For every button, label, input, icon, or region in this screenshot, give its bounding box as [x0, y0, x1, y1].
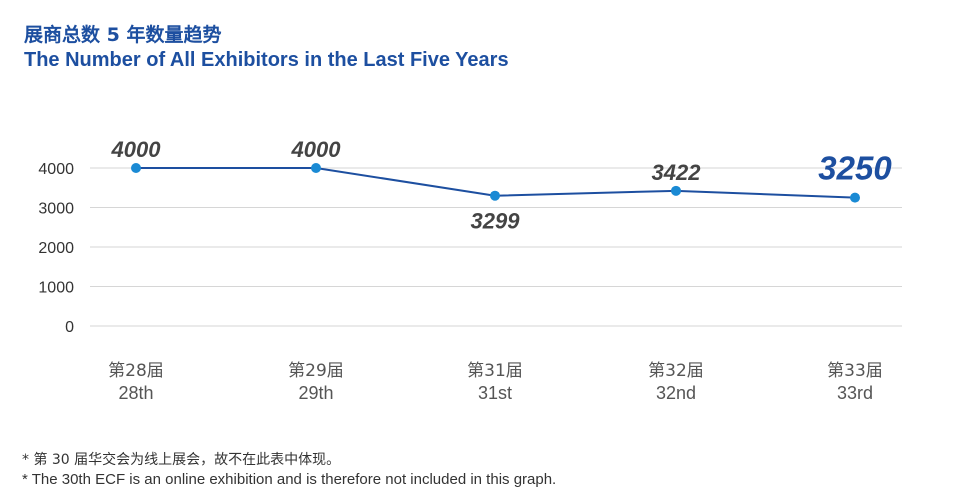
footnotes: * 第 30 届华交会为线上展会，故不在此表中体现。 * The 30th EC… — [22, 451, 556, 489]
y-tick-label: 0 — [65, 319, 74, 336]
x-tick-label-en: 29th — [298, 383, 333, 403]
footnote-en: * The 30th ECF is an online exhibition a… — [22, 471, 557, 488]
data-label: 3299 — [471, 209, 521, 234]
y-tick-label: 1000 — [38, 280, 74, 297]
footnote-cn: * 第 30 届华交会为线上展会，故不在此表中体现。 — [22, 452, 341, 468]
y-tick-label: 4000 — [38, 161, 74, 178]
chart-title-en: The Number of All Exhibitors in the Last… — [24, 49, 509, 71]
y-tick-label: 2000 — [38, 240, 74, 257]
x-tick-label-en: 28th — [118, 383, 153, 403]
data-point — [671, 185, 681, 196]
x-tick-label-cn: 第31届 — [467, 361, 523, 381]
data-point — [490, 190, 500, 201]
data-label: 4000 — [111, 137, 162, 162]
data-label: 3422 — [652, 160, 702, 185]
x-tick-label-cn: 第33届 — [827, 361, 883, 381]
x-tick-label-en: 33rd — [837, 383, 873, 403]
y-tick-label: 3000 — [38, 201, 74, 218]
data-point — [131, 163, 141, 173]
x-tick-label-en: 31st — [478, 383, 512, 403]
data-point — [311, 163, 321, 173]
x-tick-label-cn: 第32届 — [648, 361, 704, 381]
data-label: 4000 — [291, 137, 342, 162]
data-label: 3250 — [818, 150, 892, 187]
data-point — [850, 192, 860, 203]
x-tick-label-en: 32nd — [656, 383, 696, 403]
x-tick-label-cn: 第28届 — [108, 361, 164, 381]
chart-title-cn: 展商总数 5 年数量趋势 — [24, 24, 222, 46]
x-tick-label-cn: 第29届 — [288, 361, 344, 381]
